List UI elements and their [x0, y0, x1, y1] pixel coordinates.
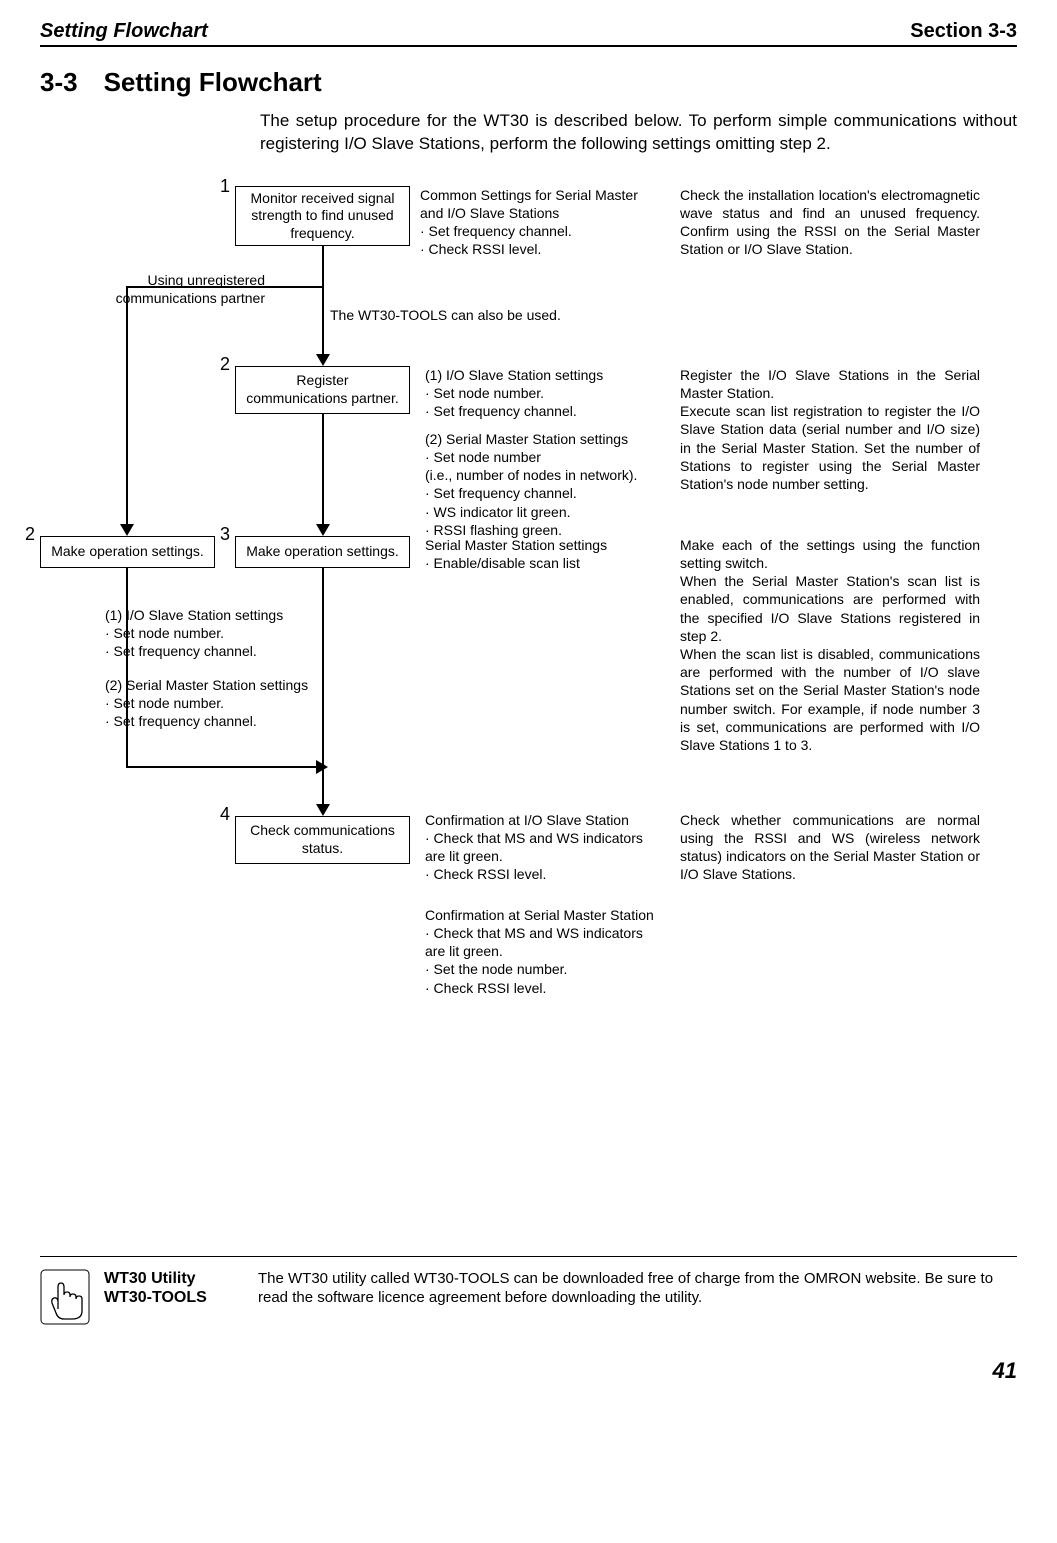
flowchart: 1 2 2 3 4 Monitor received signal streng…	[40, 176, 1017, 1246]
box-step3: Make operation settings.	[235, 536, 410, 568]
mid-text-1: Common Settings for Serial Master and I/…	[420, 186, 655, 259]
right-text-3: Make each of the settings using the func…	[680, 536, 980, 754]
branch-v	[126, 286, 128, 524]
branch-arrow	[120, 524, 134, 536]
mid-text-3: Serial Master Station settings · Enable/…	[425, 536, 660, 572]
mid-text-2a: (1) I/O Slave Station settings · Set nod…	[425, 366, 660, 421]
page-number: 41	[40, 1358, 1017, 1384]
hand-icon	[40, 1269, 90, 1328]
box-step2: Register communications partner.	[235, 366, 410, 414]
left-settings-a: (1) I/O Slave Station settings · Set nod…	[105, 606, 365, 661]
header-left: Setting Flowchart	[40, 20, 208, 43]
step2-num: 2	[220, 354, 230, 375]
left-h	[126, 766, 316, 768]
footer-title-1: WT30 Utility	[104, 1269, 244, 1288]
left-v	[126, 568, 128, 766]
left-settings-b: (2) Serial Master Station settings · Set…	[105, 676, 365, 731]
mid-text-2b: (2) Serial Master Station settings · Set…	[425, 430, 675, 539]
step4-num: 4	[220, 804, 230, 825]
arrow-1-2	[316, 354, 330, 366]
tools-note: The WT30-TOOLS can also be used.	[330, 306, 590, 324]
right-text-4: Check whether communications are normal …	[680, 811, 980, 884]
merge-arrow	[316, 760, 328, 774]
footer-text: The WT30 utility called WT30-TOOLS can b…	[258, 1269, 1017, 1308]
footer-title-2: WT30-TOOLS	[104, 1288, 244, 1307]
arrow-3-4	[316, 804, 330, 816]
right-text-2: Register the I/O Slave Stations in the S…	[680, 366, 980, 493]
step2L-num: 2	[25, 524, 35, 545]
right-text-1: Check the installation location's electr…	[680, 186, 980, 259]
header-right: Section 3-3	[910, 20, 1017, 43]
box-step1: Monitor received signal strength to find…	[235, 186, 410, 246]
intro-text: The setup procedure for the WT30 is desc…	[260, 110, 1017, 156]
conn-2-3	[322, 414, 324, 524]
mid-text-4a: Confirmation at I/O Slave Station · Chec…	[425, 811, 675, 884]
section-title: 3-3 Setting Flowchart	[40, 67, 1017, 98]
step1-num: 1	[220, 176, 230, 197]
footer-box: WT30 Utility WT30-TOOLS The WT30 utility…	[40, 1257, 1017, 1328]
branch-label: Using unregistered communications partne…	[95, 271, 265, 307]
box-step2-left: Make operation settings.	[40, 536, 215, 568]
arrow-2-3	[316, 524, 330, 536]
box-step4: Check communications status.	[235, 816, 410, 864]
mid-text-4b: Confirmation at Serial Master Station · …	[425, 906, 685, 997]
step3-num: 3	[220, 524, 230, 545]
conn-1-2	[322, 246, 324, 354]
page-header: Setting Flowchart Section 3-3	[40, 20, 1017, 47]
